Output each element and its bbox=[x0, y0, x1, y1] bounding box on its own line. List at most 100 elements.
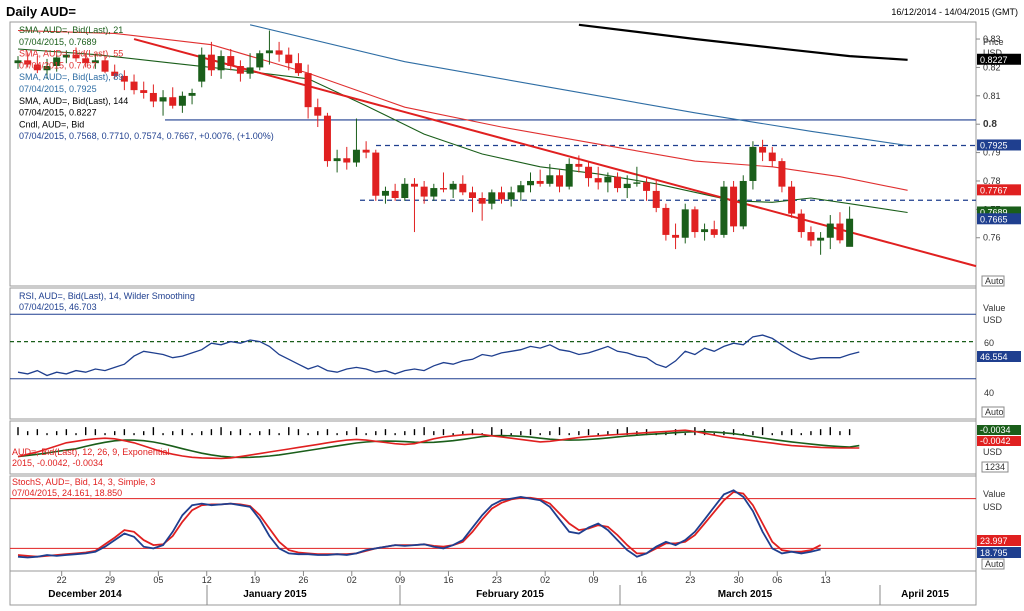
candle-body bbox=[759, 146, 767, 153]
candle-body bbox=[788, 186, 796, 214]
price-label-text: 0.8227 bbox=[980, 55, 1008, 65]
main-axis-unit: USD bbox=[983, 48, 1003, 58]
candle-body bbox=[275, 50, 283, 55]
x-tick-label: 30 bbox=[734, 575, 744, 585]
price-label-badge bbox=[977, 184, 1021, 196]
candle-body bbox=[111, 71, 119, 76]
candle-body bbox=[691, 209, 699, 233]
candle-body bbox=[527, 180, 535, 186]
candle-body bbox=[498, 192, 505, 200]
candle-body bbox=[730, 186, 738, 227]
macd-scale-button[interactable] bbox=[981, 461, 1009, 473]
x-tick-label: 23 bbox=[685, 575, 695, 585]
price-label-badge bbox=[977, 206, 1021, 218]
legend-entry: Cndl, AUD=, Bid bbox=[19, 119, 84, 129]
sma144-line bbox=[578, 23, 908, 61]
month-label: December 2014 bbox=[48, 589, 122, 600]
candle-body bbox=[207, 54, 215, 71]
candle-body bbox=[352, 149, 360, 163]
candle-body bbox=[488, 192, 496, 204]
main-auto-button[interactable] bbox=[981, 275, 1005, 287]
main-y-tick: 0.82 bbox=[983, 62, 1001, 72]
macd-scale-label: 1234 bbox=[985, 462, 1005, 472]
rsi-tick-40: 40 bbox=[984, 388, 994, 398]
x-axis-panel bbox=[9, 570, 977, 606]
stoch-auto-label: Auto bbox=[985, 559, 1004, 569]
candle-body bbox=[198, 54, 206, 82]
main-y-tick: 0.78 bbox=[983, 176, 1001, 186]
candle-body bbox=[120, 75, 128, 82]
month-label: March 2015 bbox=[718, 589, 773, 600]
candle-body bbox=[556, 175, 564, 187]
price-label-badge bbox=[977, 213, 1021, 225]
candle-body bbox=[681, 209, 689, 238]
month-label: April 2015 bbox=[901, 589, 949, 600]
stoch-d-label: 23.997 bbox=[980, 536, 1008, 546]
rsi-auto-button[interactable] bbox=[981, 406, 1005, 418]
rsi-tick-60: 60 bbox=[984, 338, 994, 348]
ohlc-readout: 07/04/2015, 0.7568, 0.7710, 0.7574, 0.76… bbox=[19, 131, 274, 141]
x-axis-months: December 2014 January 2015 February 2015 Ma… bbox=[48, 585, 949, 605]
candle-body bbox=[227, 56, 235, 66]
candle-body bbox=[739, 180, 747, 227]
candle-body bbox=[565, 163, 573, 187]
x-tick-label: 19 bbox=[250, 575, 260, 585]
x-tick-label: 02 bbox=[540, 575, 550, 585]
macd-histogram bbox=[17, 427, 851, 436]
price-label-text: 0.7767 bbox=[980, 185, 1008, 195]
candle-body bbox=[401, 183, 409, 198]
candle-body bbox=[91, 60, 99, 64]
rsi-axis-unit: USD bbox=[983, 315, 1003, 325]
candle-body bbox=[807, 232, 815, 241]
candle-body bbox=[362, 149, 370, 153]
trend-line bbox=[133, 38, 977, 268]
sma89-line bbox=[249, 24, 908, 147]
candle-body bbox=[188, 92, 196, 96]
candle-body bbox=[797, 213, 805, 233]
x-tick-label: 23 bbox=[492, 575, 502, 585]
candle-body bbox=[768, 152, 776, 162]
macd-axis-unit: USD bbox=[983, 447, 1003, 457]
candle-body bbox=[720, 186, 728, 235]
header-bar bbox=[0, 0, 1024, 22]
candle-body bbox=[585, 166, 593, 179]
candle-body bbox=[507, 192, 515, 200]
candle-body bbox=[517, 185, 525, 193]
date-range: 16/12/2014 - 14/04/2015 (GMT) bbox=[891, 7, 1018, 17]
candle-body bbox=[594, 178, 602, 183]
price-label-badge bbox=[977, 139, 1021, 151]
candle-body bbox=[236, 66, 244, 74]
candle-body bbox=[439, 188, 447, 190]
candle-body bbox=[140, 90, 148, 93]
x-tick-label: 02 bbox=[347, 575, 357, 585]
rsi-axis-title: Value bbox=[983, 303, 1005, 313]
x-tick-label: 06 bbox=[772, 575, 782, 585]
month-label: February 2015 bbox=[476, 589, 544, 600]
legend-entry: 07/04/2015, 0.7767 bbox=[19, 60, 97, 70]
main-axis-title: Price bbox=[983, 37, 1004, 47]
candle-body bbox=[149, 92, 157, 102]
rsi-panel bbox=[9, 287, 977, 420]
rsi-auto-label: Auto bbox=[985, 407, 1004, 417]
stoch-auto-button[interactable] bbox=[981, 558, 1005, 570]
price-label-text: 0.7665 bbox=[980, 214, 1008, 224]
candle-body bbox=[372, 152, 380, 196]
x-tick-label: 22 bbox=[57, 575, 67, 585]
candle-body bbox=[159, 97, 167, 102]
candle-body bbox=[701, 229, 709, 233]
candle-body bbox=[846, 218, 854, 247]
macd-label-a: -0.0034 bbox=[980, 425, 1011, 435]
candle-body bbox=[333, 158, 341, 162]
candle-body bbox=[662, 207, 670, 235]
main-y-tick: 0.8 bbox=[983, 119, 997, 130]
candle-body bbox=[130, 81, 138, 91]
candle-body bbox=[33, 64, 41, 71]
candle-body bbox=[82, 58, 90, 64]
candle-body bbox=[101, 60, 109, 72]
legend-entry: SMA, AUD=, Bid(Last), 21 bbox=[19, 25, 123, 35]
candles bbox=[14, 30, 854, 255]
candle-body bbox=[62, 54, 70, 58]
macd-legend-line2: 2015, -0.0042, -0.0034 bbox=[12, 458, 103, 468]
price-label-badge bbox=[977, 53, 1021, 65]
